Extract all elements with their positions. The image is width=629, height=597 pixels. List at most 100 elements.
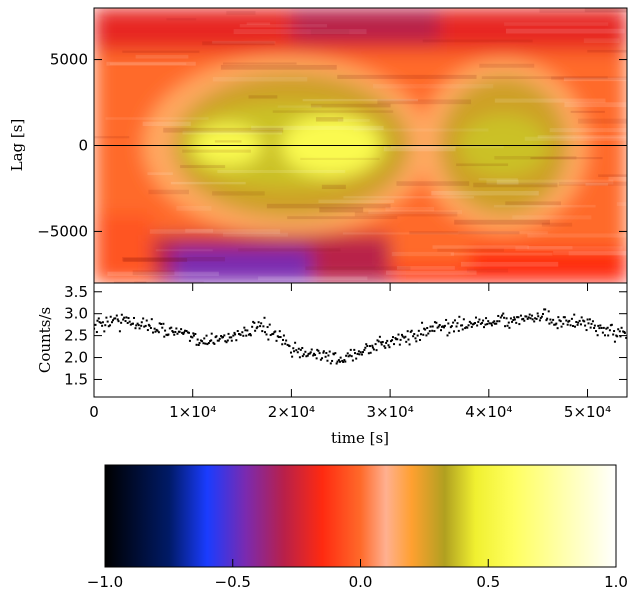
light-curve-point [107,325,110,328]
light-curve-point [173,333,176,336]
heatmap-streak [105,117,209,120]
light-curve-point [593,324,596,327]
light-curve-point [328,350,331,353]
light-curve-point [233,331,236,334]
light-curve-frame [93,282,628,398]
light-curve-point [338,360,341,363]
light-curve-point [462,318,465,321]
colorbar: −1.0 −0.5 0.0 0.5 1.0 [87,464,628,591]
heatmap-streak [422,39,533,43]
light-curve-point [509,317,512,320]
heatmap-streak [142,121,191,127]
light-curve-point [593,326,596,329]
light-curve-point [181,331,184,334]
light-curve-point [445,318,448,321]
light-curve-point [343,359,346,362]
light-curve-point [471,323,474,326]
light-curve-point [322,350,325,353]
light-curve-point [474,316,477,319]
light-curve-point [410,329,413,332]
light-curve-point [393,343,396,346]
light-curve-point [266,326,269,329]
heatmap-streak [319,207,364,213]
heatmap-streak [450,252,553,256]
light-curve-point [540,315,543,318]
light-curve-point [364,346,367,349]
heatmap-streak [587,49,627,53]
light-curve-x-tick-label: 3×10⁴ [367,403,414,421]
light-curve-point [465,326,468,329]
light-curve-point [466,326,469,329]
light-curve-point [449,326,452,329]
light-curve-point [94,323,97,326]
light-curve-point [585,329,588,332]
light-curve-point [380,343,383,346]
light-curve-point [114,317,117,320]
heatmap-streak [541,222,573,227]
light-curve-y-axis: 1.5 2.0 2.5 3.0 3.5 [64,283,627,388]
light-curve-point [549,318,552,321]
light-curve-x-tick-label: 2×10⁴ [268,403,315,421]
light-curve-y-tick-label: 2.5 [64,327,88,345]
light-curve-point [579,323,582,326]
heatmap-streak [527,246,573,250]
heatmap-streak [321,184,346,190]
light-curve-point [295,349,298,352]
light-curve-point [438,324,441,327]
light-curve-y-tick-label: 1.5 [64,370,88,388]
light-curve-point [282,334,285,337]
heatmap-streak [353,128,489,132]
light-curve-point [589,326,592,329]
light-curve-point [398,343,401,346]
light-curve-point [558,319,561,322]
light-curve-point [228,336,231,339]
light-curve-point [583,320,586,323]
light-curve-point [484,323,487,326]
heatmap-y-tick-label: 0 [78,137,88,155]
heatmap-streak [318,199,395,204]
heatmap-streak [302,98,418,102]
heatmap-streak [496,179,519,185]
light-curve-point [395,338,398,341]
light-curve-point [210,339,213,342]
light-curve-point [187,331,190,334]
heatmap-streak [180,165,226,169]
light-curve-point [242,334,245,337]
light-curve-point [552,318,555,321]
light-curve-x-axis: 0 1×10⁴ 2×10⁴ 3×10⁴ 4×10⁴ 5×10⁴ [89,283,611,421]
light-curve-point [256,325,259,328]
light-curve-point [502,312,505,315]
light-curve-point [476,324,479,327]
light-curve-point [294,341,297,344]
light-curve-point [467,324,470,327]
light-curve-point [541,312,544,315]
light-curve-point [372,348,375,351]
light-curve-point [257,321,260,324]
light-curve-point [353,348,356,351]
light-curve-point [608,329,611,332]
light-curve-point [400,333,403,336]
heatmap-streak [431,190,539,196]
heatmap-streak [616,202,627,206]
light-curve-point [378,335,381,338]
light-curve-point [286,343,289,346]
light-curve-point [312,354,315,357]
light-curve-y-tick-label: 3.0 [64,305,88,323]
light-curve-point [490,324,493,327]
light-curve-point [135,324,138,327]
light-curve-point [274,330,277,333]
light-curve-point [431,325,434,328]
light-curve-point [157,331,160,334]
light-curve-point [272,332,275,335]
light-curve-point [500,314,503,317]
heatmap-streak [310,29,350,35]
light-curve-point [329,362,332,365]
light-curve-point [350,355,353,358]
light-curve-point [446,334,449,337]
light-curve-point [109,315,112,318]
heatmap-streak [524,136,627,141]
light-curve-point [518,323,521,326]
heatmap-streak [212,191,265,196]
light-curve-point [249,334,252,337]
light-curve-point [495,322,498,325]
